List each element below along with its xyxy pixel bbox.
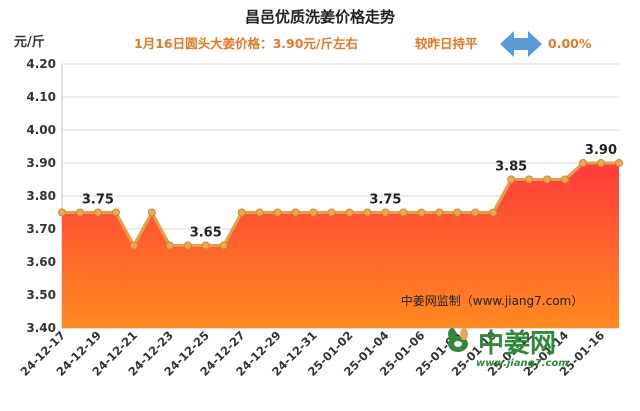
data-point bbox=[489, 208, 498, 217]
data-point bbox=[219, 241, 228, 250]
y-tick-label: 3.40 bbox=[26, 321, 56, 335]
y-tick-label: 3.80 bbox=[26, 189, 56, 203]
data-point bbox=[417, 208, 426, 217]
y-axis-unit: 元/斤 bbox=[14, 34, 45, 50]
data-point bbox=[471, 208, 480, 217]
data-point bbox=[363, 208, 372, 217]
data-point bbox=[615, 158, 624, 167]
chart-title: 昌邑优质洗姜价格走势 bbox=[245, 8, 395, 26]
data-point bbox=[183, 241, 192, 250]
data-label: 3.85 bbox=[495, 160, 527, 175]
y-tick-label: 3.60 bbox=[26, 255, 56, 269]
data-label: 3.75 bbox=[369, 193, 401, 208]
data-point bbox=[201, 241, 210, 250]
logo-text: 中姜网 bbox=[478, 328, 556, 359]
area-fill bbox=[62, 163, 619, 328]
y-tick-label: 4.20 bbox=[26, 57, 56, 71]
data-point bbox=[507, 175, 516, 184]
logo-url: www.jiang7.com bbox=[476, 358, 569, 369]
data-point bbox=[579, 158, 588, 167]
data-point bbox=[75, 208, 84, 217]
y-tick-label: 4.10 bbox=[26, 90, 56, 104]
data-label: 3.90 bbox=[585, 143, 617, 158]
data-point bbox=[58, 208, 67, 217]
data-point bbox=[561, 175, 570, 184]
data-point bbox=[345, 208, 354, 217]
y-tick-label: 4.00 bbox=[26, 123, 56, 137]
data-point bbox=[255, 208, 264, 217]
data-point bbox=[435, 208, 444, 217]
data-point bbox=[381, 208, 390, 217]
data-point bbox=[399, 208, 408, 217]
data-point bbox=[93, 208, 102, 217]
chart-subtitle: 1月16日圆头大姜价格：3.90元/斤左右 bbox=[134, 36, 358, 51]
data-labels: 3.75 3.65 3.75 3.85 3.90 bbox=[82, 143, 617, 241]
data-point bbox=[111, 208, 120, 217]
data-label: 3.75 bbox=[82, 193, 114, 208]
credit-text: 中姜网监制（www.jiang7.com） bbox=[401, 293, 583, 308]
data-point bbox=[237, 208, 246, 217]
ginger-logo-icon bbox=[448, 328, 468, 352]
y-tick-label: 3.90 bbox=[26, 156, 56, 170]
data-point bbox=[327, 208, 336, 217]
data-point bbox=[273, 208, 282, 217]
data-point bbox=[543, 175, 552, 184]
y-tick-label: 3.70 bbox=[26, 222, 56, 236]
data-point bbox=[525, 175, 534, 184]
comparison-value: 0.00% bbox=[548, 36, 592, 51]
data-label: 3.65 bbox=[190, 226, 222, 241]
data-point bbox=[597, 158, 606, 167]
data-point bbox=[129, 241, 138, 250]
series-markers bbox=[58, 158, 624, 250]
brand-logo: 中姜网 www.jiang7.com bbox=[448, 328, 569, 369]
double-arrow-icon bbox=[500, 31, 542, 57]
comparison-label: 较昨日持平 bbox=[415, 36, 478, 51]
data-point bbox=[291, 208, 300, 217]
data-point bbox=[147, 208, 156, 217]
data-point bbox=[309, 208, 318, 217]
y-tick-label: 3.50 bbox=[26, 288, 56, 302]
data-point bbox=[165, 241, 174, 250]
data-point bbox=[453, 208, 462, 217]
y-axis-ticks: 3.40 3.50 3.60 3.70 3.80 3.90 4.00 4.10 4.20 bbox=[26, 57, 56, 335]
